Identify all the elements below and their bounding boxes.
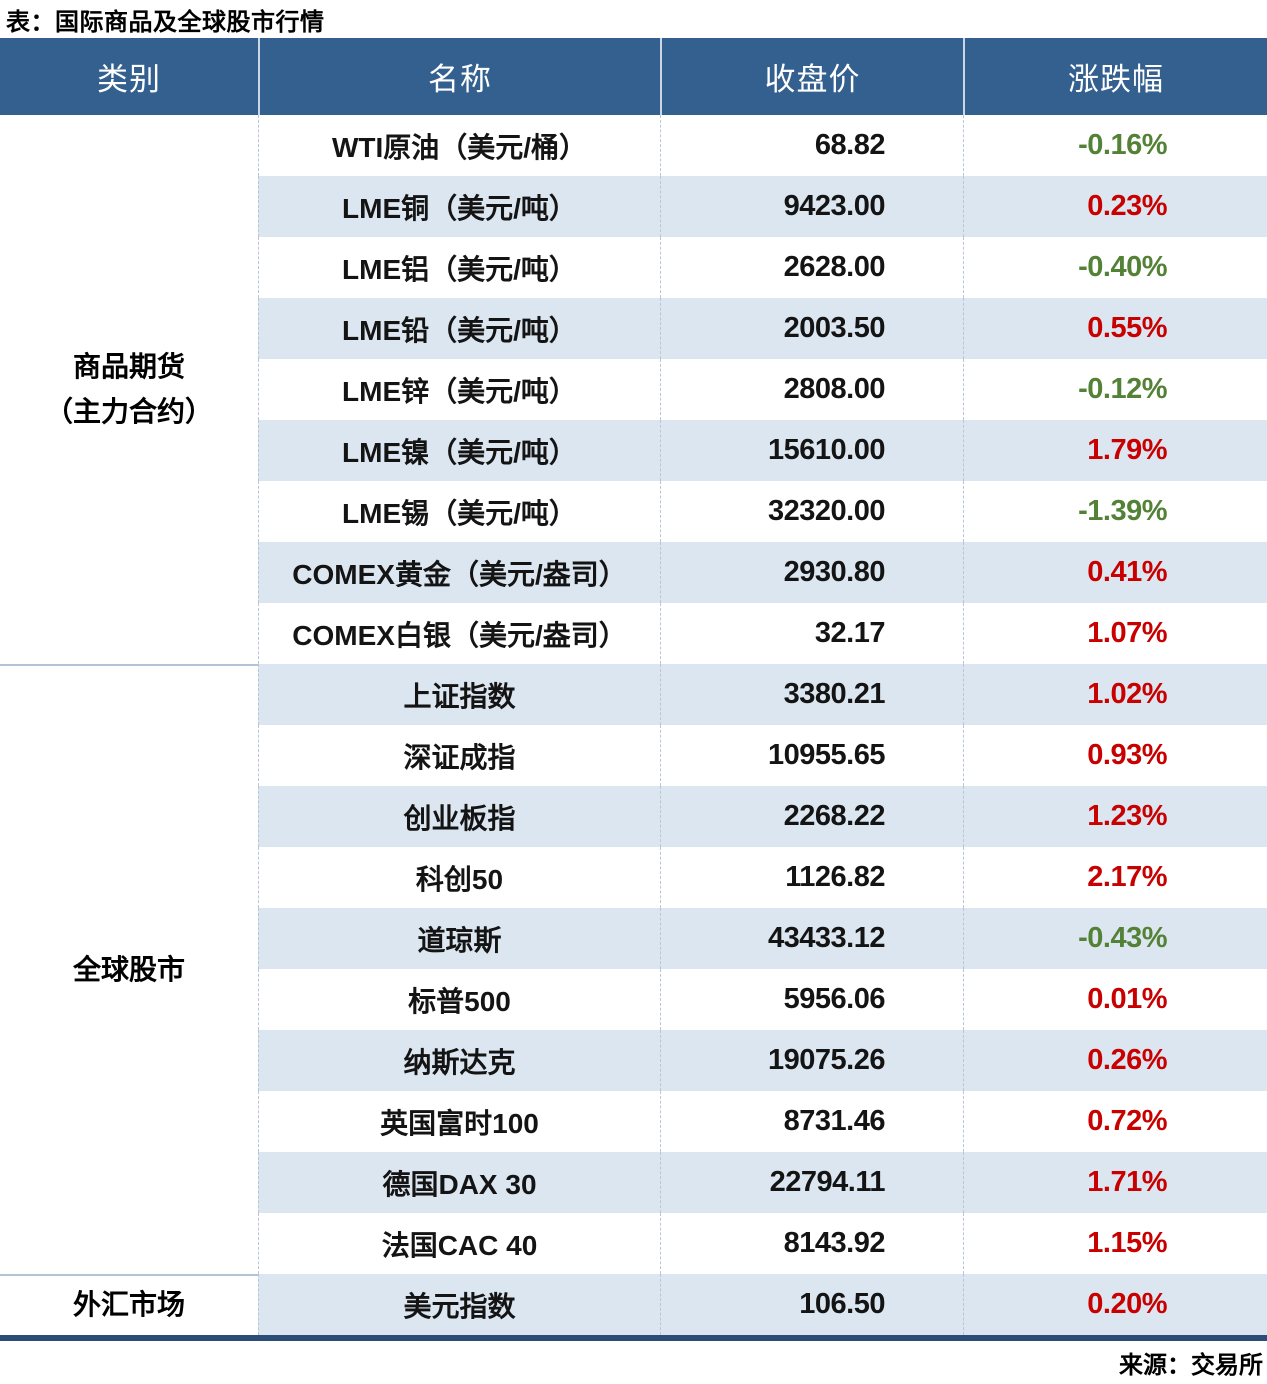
close-price-cell: 10955.65: [660, 725, 963, 786]
close-price-cell: 43433.12: [660, 908, 963, 969]
close-price-cell: 1126.82: [660, 847, 963, 908]
close-price-cell: 2268.22: [660, 786, 963, 847]
instrument-name-cell: 科创50: [258, 847, 660, 908]
change-percent-cell: 0.41%: [963, 542, 1267, 603]
column-header-change: 涨跌幅: [963, 38, 1267, 115]
category-label-line: 商品期货: [72, 350, 185, 382]
column-header-close: 收盘价: [660, 38, 963, 115]
instrument-name-cell: LME锌（美元/吨）: [258, 359, 660, 420]
table-footer: 来源：交易所: [0, 1341, 1267, 1384]
close-price-cell: 68.82: [660, 115, 963, 176]
change-percent-cell: 0.20%: [963, 1274, 1267, 1335]
close-price-cell: 32320.00: [660, 481, 963, 542]
change-percent-cell: 2.17%: [963, 847, 1267, 908]
change-percent-cell: -1.39%: [963, 481, 1267, 542]
close-price-cell: 5956.06: [660, 969, 963, 1030]
category-cell: 外汇市场: [0, 1274, 258, 1335]
category-cell: 商品期货 （主力合约）: [0, 115, 258, 664]
close-price-cell: 2628.00: [660, 237, 963, 298]
change-percent-cell: -0.40%: [963, 237, 1267, 298]
change-percent-cell: 0.93%: [963, 725, 1267, 786]
change-percent-cell: 0.55%: [963, 298, 1267, 359]
close-price-cell: 19075.26: [660, 1030, 963, 1091]
change-percent-cell: 1.71%: [963, 1152, 1267, 1213]
instrument-name-cell: LME铜（美元/吨）: [258, 176, 660, 237]
market-table: 类别 名称 收盘价 涨跌幅 商品期货 （主力合约） WTI原油（美元/桶） 68.82…: [0, 38, 1267, 1341]
instrument-name-cell: LME锡（美元/吨）: [258, 481, 660, 542]
instrument-name-cell: LME镍（美元/吨）: [258, 420, 660, 481]
category-label-line: （主力合约）: [44, 395, 213, 427]
category-cell: 全球股市: [0, 664, 258, 1274]
change-percent-cell: 1.23%: [963, 786, 1267, 847]
instrument-name-cell: 创业板指: [258, 786, 660, 847]
change-percent-cell: 1.79%: [963, 420, 1267, 481]
close-price-cell: 106.50: [660, 1274, 963, 1335]
close-price-cell: 3380.21: [660, 664, 963, 725]
instrument-name-cell: LME铅（美元/吨）: [258, 298, 660, 359]
close-price-cell: 2808.00: [660, 359, 963, 420]
change-percent-cell: -0.12%: [963, 359, 1267, 420]
page-title: 表：国际商品及全球股市行情: [6, 8, 325, 36]
close-price-cell: 8731.46: [660, 1091, 963, 1152]
change-percent-cell: -0.16%: [963, 115, 1267, 176]
instrument-name-cell: 德国DAX 30: [258, 1152, 660, 1213]
instrument-name-cell: COMEX黄金（美元/盎司）: [258, 542, 660, 603]
change-percent-cell: 0.01%: [963, 969, 1267, 1030]
column-header-name: 名称: [258, 38, 660, 115]
close-price-cell: 2930.80: [660, 542, 963, 603]
instrument-name-cell: WTI原油（美元/桶）: [258, 115, 660, 176]
change-percent-cell: 0.26%: [963, 1030, 1267, 1091]
change-percent-cell: -0.43%: [963, 908, 1267, 969]
close-price-cell: 22794.11: [660, 1152, 963, 1213]
instrument-name-cell: COMEX白银（美元/盎司）: [258, 603, 660, 664]
instrument-name-cell: 上证指数: [258, 664, 660, 725]
category-label-line: 外汇市场: [72, 1289, 185, 1321]
close-price-cell: 9423.00: [660, 176, 963, 237]
instrument-name-cell: 英国富时100: [258, 1091, 660, 1152]
change-percent-cell: 1.15%: [963, 1213, 1267, 1274]
change-percent-cell: 1.02%: [963, 664, 1267, 725]
change-percent-cell: 1.07%: [963, 603, 1267, 664]
close-price-cell: 2003.50: [660, 298, 963, 359]
instrument-name-cell: 深证成指: [258, 725, 660, 786]
change-percent-cell: 0.72%: [963, 1091, 1267, 1152]
instrument-name-cell: 美元指数: [258, 1274, 660, 1335]
change-percent-cell: 0.23%: [963, 176, 1267, 237]
close-price-cell: 32.17: [660, 603, 963, 664]
instrument-name-cell: 标普500: [258, 969, 660, 1030]
source-label: 来源：交易所: [1119, 1352, 1263, 1379]
instrument-name-cell: 道琼斯: [258, 908, 660, 969]
close-price-cell: 8143.92: [660, 1213, 963, 1274]
close-price-cell: 15610.00: [660, 420, 963, 481]
page-title-bar: 表：国际商品及全球股市行情: [0, 0, 1267, 38]
instrument-name-cell: LME铝（美元/吨）: [258, 237, 660, 298]
column-header-category: 类别: [0, 38, 258, 115]
instrument-name-cell: 法国CAC 40: [258, 1213, 660, 1274]
instrument-name-cell: 纳斯达克: [258, 1030, 660, 1091]
category-label-line: 全球股市: [72, 953, 185, 985]
